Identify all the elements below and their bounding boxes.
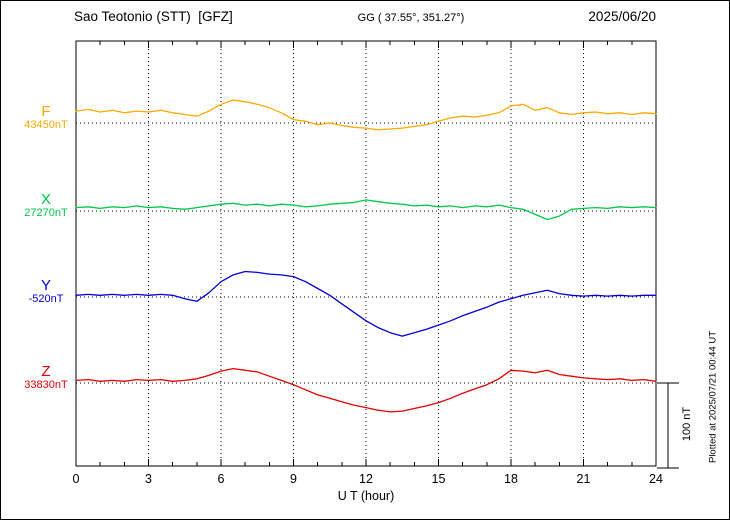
x-tick-label-24: 24 [649, 472, 663, 486]
geographic-coordinates: GG ( 37.55°, 351.27°) [357, 12, 465, 24]
trace-letter-Y: Y [40, 277, 51, 294]
scale-bar-label: 100 nT [681, 406, 693, 442]
station-title: Sao Teotonio (STT) [GFZ] [74, 9, 233, 24]
x-tick-label-18: 18 [504, 472, 518, 486]
x-tick-label-9: 9 [290, 472, 297, 486]
trace-Z [75, 367, 657, 413]
trace-baseline-Z: 33830nT [24, 379, 68, 391]
x-tick-label-21: 21 [577, 472, 591, 486]
trace-letter-F: F [41, 103, 51, 120]
observation-date: 2025/06/20 [588, 9, 656, 24]
x-axis-label: U T (hour) [337, 489, 395, 503]
trace-label-Y: Y -520nT [13, 278, 79, 306]
trace-X [75, 199, 657, 221]
trace-letter-X: X [40, 191, 51, 208]
x-tick-label-12: 12 [359, 472, 373, 486]
x-tick-label-6: 6 [218, 472, 225, 486]
trace-baseline-X: 27270nT [24, 207, 68, 219]
plotted-at-timestamp: Plotted at 2025/07/21 00:44 UT [707, 330, 719, 464]
trace-letter-Z: Z [41, 363, 51, 380]
trace-F [75, 99, 657, 131]
trace-Y [75, 270, 657, 337]
x-tick-label-15: 15 [432, 472, 446, 486]
trace-label-Z: Z 33830nT [13, 364, 79, 392]
trace-label-F: F 43450nT [13, 104, 79, 132]
trace-label-X: X 27270nT [13, 192, 79, 220]
x-tick-label-0: 0 [73, 472, 80, 486]
x-tick-label-3: 3 [145, 472, 152, 486]
trace-baseline-Y: -520nT [28, 293, 64, 305]
trace-baseline-F: 43450nT [24, 119, 68, 131]
